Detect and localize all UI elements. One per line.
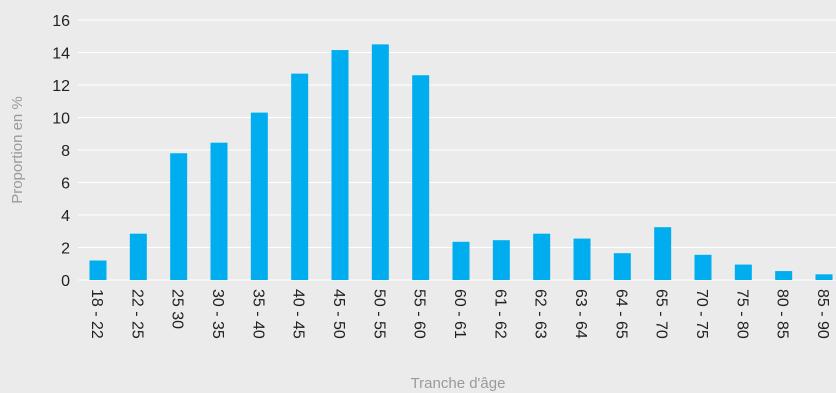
x-tick-label: 18 - 22	[88, 289, 105, 339]
x-tick-label: 63 - 64	[572, 289, 589, 339]
y-tick-label: 4	[61, 208, 70, 225]
y-tick-label: 8	[61, 143, 70, 160]
x-tick-label: 75 - 80	[733, 289, 750, 339]
x-tick-label: 50 - 55	[370, 289, 387, 339]
bar	[452, 241, 470, 280]
y-tick-label: 14	[52, 46, 70, 63]
y-axis-title: Proportion en %	[9, 96, 26, 204]
bar	[129, 233, 147, 280]
bar	[170, 153, 188, 280]
x-tick-label: 30 - 35	[209, 289, 226, 339]
bar	[210, 142, 228, 280]
y-axis-ticks: 0 2 4 6 8 10 12 14 16	[52, 13, 70, 290]
bar	[89, 260, 107, 280]
bar	[412, 75, 430, 280]
y-tick-label: 0	[61, 273, 70, 290]
bar	[371, 44, 389, 280]
x-tick-label: 22 - 25	[128, 289, 145, 339]
gridlines	[78, 19, 836, 281]
bar	[654, 227, 672, 280]
x-tick-label: 35 - 40	[249, 289, 266, 339]
bar	[533, 233, 551, 280]
x-tick-label: 40 - 45	[290, 289, 307, 339]
y-tick-label: 6	[61, 176, 70, 193]
x-tick-label: 85 - 90	[814, 289, 831, 339]
x-tick-label: 65 - 70	[653, 289, 670, 339]
x-tick-label: 64 - 65	[612, 289, 629, 339]
y-tick-label: 12	[52, 78, 70, 95]
bar	[331, 50, 349, 280]
x-tick-label: 25 30	[169, 289, 186, 329]
y-tick-label: 2	[61, 241, 70, 258]
bars	[89, 44, 833, 280]
x-tick-label: 60 - 61	[451, 289, 468, 339]
x-tick-label: 55 - 60	[411, 289, 428, 339]
bar	[250, 112, 268, 280]
x-axis-title: Tranche d'âge	[411, 375, 506, 392]
bar	[291, 73, 309, 280]
bar	[492, 240, 510, 280]
bar	[775, 271, 793, 280]
x-tick-label: 45 - 50	[330, 289, 347, 339]
bar	[573, 238, 591, 280]
y-tick-label: 16	[52, 13, 70, 30]
bar	[694, 254, 712, 280]
x-tick-label: 80 - 85	[774, 289, 791, 339]
x-tick-label: 61 - 62	[491, 289, 508, 339]
x-axis-ticks: 18 - 22 22 - 25 25 30 30 - 35 35 - 40 40 - 45…	[88, 289, 831, 339]
x-tick-label: 62 - 63	[532, 289, 549, 339]
bar	[734, 264, 752, 280]
bar	[613, 253, 631, 280]
bar	[815, 274, 833, 280]
y-tick-label: 10	[52, 111, 70, 128]
x-tick-label: 70 - 75	[693, 289, 710, 339]
